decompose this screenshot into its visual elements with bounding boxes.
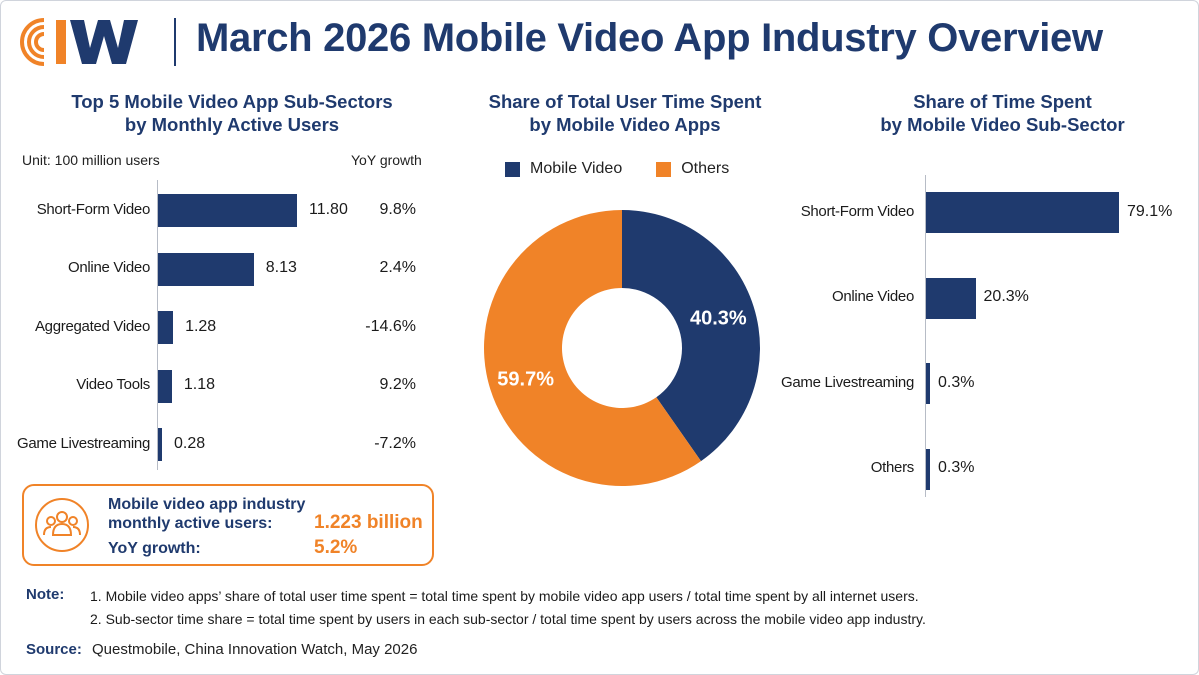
yoy-value-aggregated-video: -14.6% <box>365 317 416 335</box>
category-label-short-form-video: Short-Form Video <box>36 200 151 218</box>
right-panel-title-line2: by Mobile Video Sub-Sector <box>880 114 1125 135</box>
legend-label-others: Others <box>681 160 730 177</box>
right-value-label-online-video: 20.3% <box>983 288 1029 305</box>
header-divider <box>174 18 176 66</box>
right-chart-axis <box>925 175 926 497</box>
yoy-value-short-form-video: 9.8% <box>379 200 416 218</box>
right-value-label-short-form-video: 79.1% <box>1127 202 1173 220</box>
category-label-online-video: Online Video <box>67 259 150 276</box>
right-bar-game-livestreaming <box>926 363 930 404</box>
people-group-icon <box>35 498 89 552</box>
category-label-aggregated-video: Aggregated Video <box>34 317 150 335</box>
note-label: Note: <box>26 586 65 603</box>
note-line-1: 1. Mobile video apps’ share of total use… <box>90 588 919 604</box>
summary-box <box>22 484 434 566</box>
value-label-aggregated-video: 1.28 <box>185 317 217 335</box>
summary-yoy-label: YoY growth: <box>108 540 201 557</box>
middle-panel-title: Share of Total User Time Spent by Mobile… <box>455 90 795 136</box>
right-bar-others <box>926 448 930 490</box>
source-label: Source: <box>26 641 82 658</box>
value-label-short-form-video: 11.80 <box>309 200 348 218</box>
summary-yoy-value: 5.2% <box>314 537 358 558</box>
yoy-value-online-video: 2.4% <box>379 259 416 276</box>
legend-item-others: Others <box>656 160 729 178</box>
right-category-label-game-livestreaming: Game Livestreaming <box>781 373 914 391</box>
right-category-label-short-form-video: Short-Form Video <box>800 202 915 220</box>
donut-slice-mobile-video <box>622 210 760 462</box>
bar-game-livestreaming <box>158 428 162 461</box>
bar-online-video <box>158 252 254 286</box>
donut-legend: Mobile Video Others <box>505 160 763 178</box>
donut-slice-others <box>484 210 701 486</box>
time-share-donut-chart: 40.3% 59.7% <box>484 210 760 486</box>
right-bar-online-video <box>926 277 976 319</box>
right-value-label-game-livestreaming: 0.3% <box>938 373 975 391</box>
donut-label-others: 59.7% <box>497 368 554 390</box>
summary-label-line2: monthly active users: <box>108 515 273 532</box>
right-bar-short-form-video <box>926 192 1119 233</box>
page-title: March 2026 Mobile Video App Industry Ove… <box>196 16 1103 60</box>
bar-video-tools <box>158 369 172 403</box>
yoy-value-game-livestreaming: -7.2% <box>374 434 416 452</box>
ciw-logo <box>20 18 138 66</box>
value-label-video-tools: 1.18 <box>183 376 216 393</box>
legend-swatch-others <box>656 161 672 177</box>
category-label-game-livestreaming: Game Livestreaming <box>17 434 150 452</box>
middle-panel-title-line1: Share of Total User Time Spent <box>488 91 762 112</box>
middle-panel-title-line2: by Mobile Video Apps <box>529 114 721 135</box>
yoy-header: YoY growth <box>351 152 422 168</box>
legend-swatch-mobile-video <box>505 161 520 177</box>
category-label-video-tools: Video Tools <box>76 376 150 393</box>
source-text: Questmobile, China Innovation Watch, May… <box>92 641 418 658</box>
bar-aggregated-video <box>158 311 174 344</box>
unit-label: Unit: 100 million users <box>22 152 160 168</box>
value-label-online-video: 8.13 <box>265 259 297 276</box>
right-category-label-others: Others <box>870 459 915 476</box>
left-chart-axis <box>157 180 158 470</box>
donut-label-mobile-video: 40.3% <box>690 308 747 330</box>
value-label-game-livestreaming: 0.28 <box>174 434 206 452</box>
legend-item-mobile-video: Mobile Video <box>505 160 622 178</box>
left-panel-title: Top 5 Mobile Video App Sub-Sectors by Mo… <box>22 90 442 136</box>
legend-label-mobile-video: Mobile Video <box>530 160 623 177</box>
left-panel-title-line2: by Monthly Active Users <box>124 114 340 135</box>
right-panel-title: Share of Time Spent by Mobile Video Sub-… <box>830 90 1175 136</box>
bar-short-form-video <box>158 194 297 227</box>
summary-mau-value: 1.223 billion <box>314 512 423 533</box>
right-category-label-online-video: Online Video <box>831 288 914 305</box>
right-value-label-others: 0.3% <box>938 459 975 476</box>
summary-label-line1: Mobile video app industry <box>108 496 306 513</box>
note-line-2: 2. Sub-sector time share = total time sp… <box>90 611 926 627</box>
left-panel-title-line1: Top 5 Mobile Video App Sub-Sectors <box>71 91 393 112</box>
right-panel-title-line1: Share of Time Spent <box>913 91 1092 112</box>
yoy-value-video-tools: 9.2% <box>379 376 416 393</box>
